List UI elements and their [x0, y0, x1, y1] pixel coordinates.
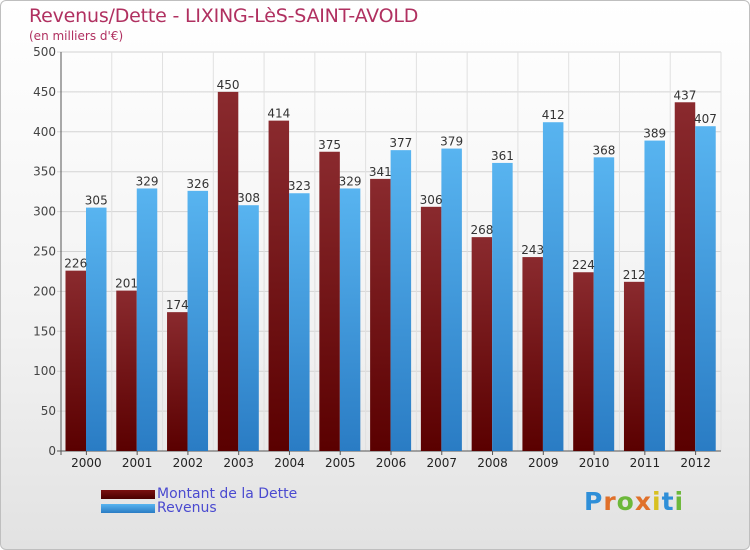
bar-dette — [370, 178, 391, 451]
data-label: 306 — [420, 193, 443, 207]
legend-item-revenus: Revenus — [101, 501, 297, 515]
logo-letter: i — [674, 487, 685, 516]
bar-revenus — [339, 188, 361, 451]
bar-dette — [319, 151, 340, 451]
bar-revenus — [187, 190, 209, 452]
logo-letter: t — [661, 487, 675, 516]
x-tick-label: 2002 — [173, 456, 204, 470]
logo-letter: o — [616, 487, 635, 516]
bar-dette — [674, 102, 696, 452]
data-label: 437 — [674, 88, 697, 102]
x-tick-label: 2005 — [325, 456, 356, 470]
data-label: 323 — [288, 179, 311, 193]
x-tick-label: 2003 — [223, 456, 254, 470]
bar-dette — [573, 272, 594, 451]
x-tick-label: 2012 — [680, 456, 711, 470]
x-tick-label: 2008 — [477, 456, 508, 470]
data-label: 243 — [521, 243, 544, 257]
chart-title: Revenus/Dette - LIXING-LèS-SAINT-AVOLD — [29, 5, 419, 27]
data-label: 224 — [572, 258, 595, 272]
data-label: 389 — [643, 127, 666, 141]
y-tick-label: 450 — [33, 85, 56, 99]
bar-revenus — [695, 126, 716, 452]
bar-dette — [623, 281, 645, 451]
y-tick-label: 0 — [48, 444, 56, 458]
legend-label-revenus: Revenus — [157, 500, 217, 516]
legend-swatch-dette — [101, 489, 155, 499]
bar-revenus — [441, 148, 462, 452]
bar-revenus — [86, 207, 107, 451]
data-label: 329 — [136, 174, 159, 188]
bar-revenus — [593, 157, 615, 451]
data-label: 326 — [186, 177, 209, 191]
data-label: 305 — [85, 194, 108, 208]
bar-dette — [471, 237, 493, 451]
bar-dette — [116, 290, 137, 451]
x-tick-label: 2001 — [122, 456, 153, 470]
bar-dette — [420, 206, 442, 451]
data-label: 201 — [115, 277, 138, 291]
logo-letter: P — [584, 487, 604, 516]
y-tick-label: 300 — [33, 205, 56, 219]
bar-dette — [167, 312, 188, 451]
chart-subtitle: (en milliers d'€) — [29, 29, 124, 43]
x-tick-label: 2004 — [274, 456, 305, 470]
bar-dette — [268, 120, 290, 452]
legend-label-dette: Montant de la Dette — [157, 486, 298, 502]
logo-letter: r — [603, 487, 617, 516]
x-tick-label: 2009 — [528, 456, 559, 470]
bar-revenus — [542, 122, 564, 451]
data-label: 341 — [369, 165, 392, 179]
data-label: 368 — [592, 143, 615, 157]
bar-revenus — [289, 193, 310, 451]
bar-revenus — [136, 188, 158, 451]
x-tick-label: 2006 — [376, 456, 407, 470]
bar-revenus — [238, 205, 259, 451]
x-tick-label: 2000 — [71, 456, 102, 470]
bar-dette — [522, 257, 543, 451]
y-tick-label: 200 — [33, 284, 56, 298]
data-label: 375 — [318, 138, 341, 152]
y-tick-label: 400 — [33, 125, 56, 139]
y-tick-label: 150 — [33, 324, 56, 338]
data-label: 377 — [389, 136, 412, 150]
data-label: 308 — [237, 191, 260, 205]
logo-letter: x — [634, 487, 652, 516]
data-label: 379 — [440, 135, 463, 149]
data-label: 412 — [542, 108, 565, 122]
data-label: 268 — [470, 223, 493, 237]
bar-revenus — [644, 140, 665, 451]
y-tick-label: 500 — [33, 45, 56, 59]
legend-swatch-revenus — [101, 503, 155, 513]
x-tick-label: 2011 — [630, 456, 661, 470]
y-tick-label: 50 — [41, 404, 56, 418]
bar-dette — [65, 270, 86, 451]
legend: Montant de la Dette Revenus — [101, 487, 297, 515]
bar-dette — [217, 91, 239, 452]
data-label: 407 — [694, 112, 717, 126]
data-label: 226 — [64, 257, 87, 271]
data-label: 329 — [339, 174, 362, 188]
y-tick-label: 100 — [33, 364, 56, 378]
bar-revenus — [492, 162, 513, 451]
x-tick-label: 2010 — [579, 456, 610, 470]
y-tick-label: 250 — [33, 245, 56, 259]
logo-letter: i — [652, 487, 662, 516]
data-label: 450 — [217, 78, 240, 92]
x-tick-label: 2007 — [426, 456, 457, 470]
y-tick-label: 350 — [33, 165, 56, 179]
data-label: 174 — [166, 298, 189, 312]
legend-item-dette: Montant de la Dette — [101, 487, 297, 501]
data-label: 361 — [491, 149, 514, 163]
proxiti-logo: Proxiti — [584, 487, 684, 516]
data-label: 414 — [267, 107, 290, 121]
bar-revenus — [390, 150, 412, 452]
data-label: 212 — [623, 268, 646, 282]
